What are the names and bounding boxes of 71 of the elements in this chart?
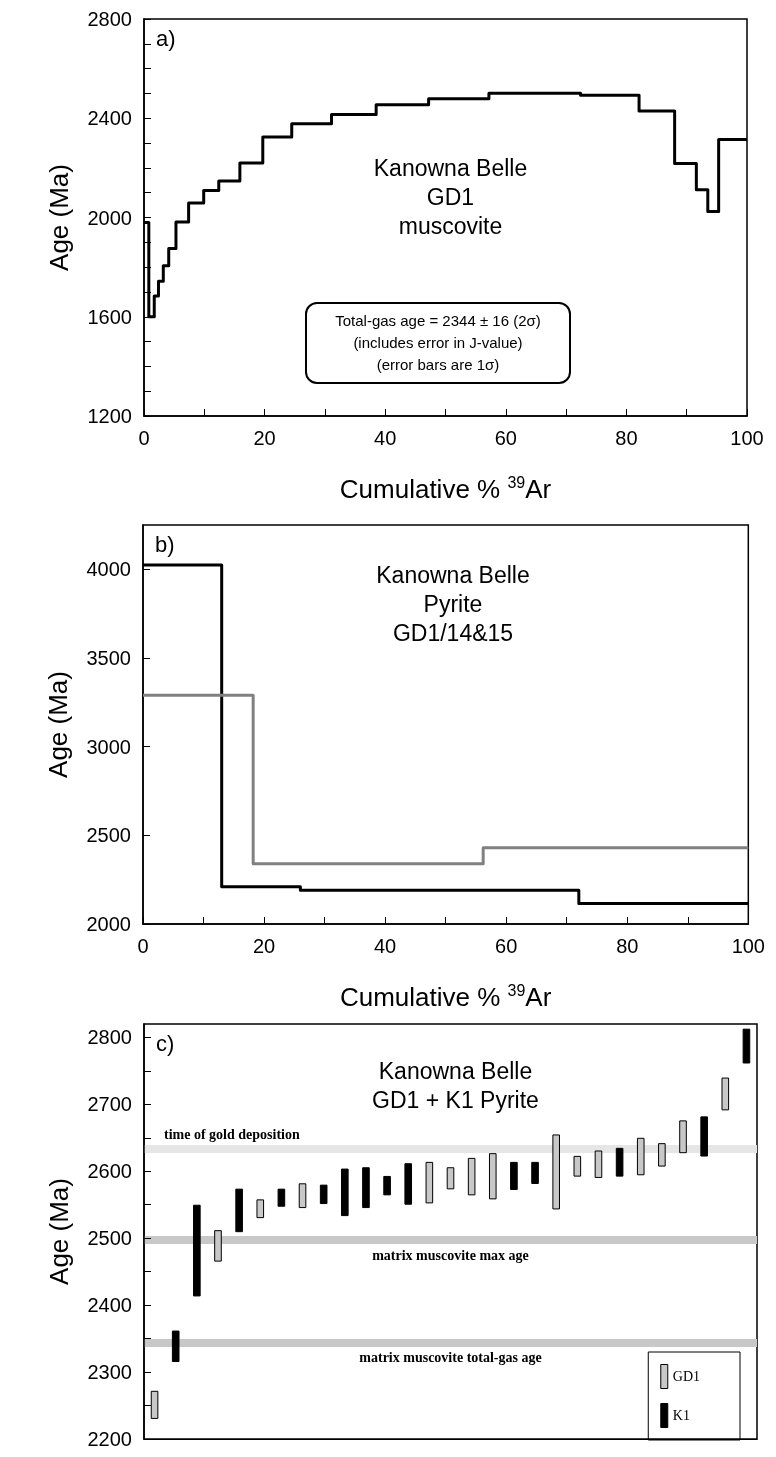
bar: [679, 1120, 687, 1154]
y-tick-label: 2400: [87, 1294, 132, 1317]
y-axis-title: Age (Ma): [44, 1178, 74, 1285]
x-tick-label: 100: [730, 427, 764, 449]
bar: [700, 1116, 708, 1157]
bar: [573, 1155, 582, 1177]
bar: [636, 1137, 645, 1176]
legend-label: K1: [672, 1408, 690, 1423]
bar: [256, 1199, 265, 1219]
bar: [277, 1188, 286, 1207]
x-tick-label: 80: [615, 427, 638, 449]
text: Kanowna Belle Pyrite GD1/14&15: [376, 561, 530, 646]
annotation: b): [155, 531, 175, 557]
y-tick-label: 1200: [87, 405, 132, 427]
y-tick-label: 3000: [86, 735, 131, 758]
ref-line-label: matrix muscovite total-gas age: [359, 1350, 542, 1366]
y-axis-title: Age (Ma): [43, 671, 73, 778]
text: Kanowna Belle GD1 + K1 Pyrite: [372, 1057, 539, 1113]
text: Kanowna Belle GD1 muscovite: [373, 154, 528, 239]
bar: [615, 1147, 624, 1177]
y-tick-label: 2400: [87, 107, 132, 130]
bar: [721, 1077, 730, 1111]
ref-line-label: time of gold deposition: [164, 1126, 300, 1142]
x-tick-label: 60: [495, 935, 518, 957]
x-tick-label: 80: [616, 935, 639, 957]
annotation: c): [156, 1030, 175, 1056]
bar: [235, 1188, 243, 1233]
y-tick-label: 2500: [87, 1227, 132, 1250]
x-tick-label: 20: [253, 427, 276, 449]
bar: [298, 1183, 307, 1209]
bar: [594, 1150, 603, 1178]
y-tick-label: 2200: [87, 1428, 132, 1450]
bar: [193, 1204, 201, 1297]
x-tick-label: 40: [374, 427, 397, 449]
y-tick-label: 2800: [87, 1026, 132, 1049]
y-tick-label: 3500: [86, 647, 131, 669]
bar: [552, 1134, 560, 1210]
bar: [446, 1167, 455, 1190]
bar: [404, 1163, 413, 1205]
bar: [425, 1161, 434, 1204]
bar: [383, 1175, 391, 1196]
bar: [658, 1143, 666, 1167]
y-tick-label: 4000: [86, 558, 131, 581]
y-tick-label: 1600: [87, 305, 132, 328]
x-tick-label: 0: [137, 935, 149, 957]
x-tick-label: 0: [138, 427, 150, 449]
bar: [467, 1157, 476, 1196]
note-box: Total-gas age = 2344 ± 16 (2σ) (includes error in J-value) (error bars are 1σ): [305, 302, 571, 384]
y-tick-label: 2800: [87, 8, 132, 30]
y-tick-label: 2000: [87, 206, 132, 229]
y-tick-label: 2300: [87, 1361, 132, 1384]
x-tick-label: 100: [731, 935, 765, 957]
ref-line-label: matrix muscovite max age: [372, 1247, 529, 1263]
y-tick-label: 2000: [86, 913, 131, 935]
bar: [742, 1028, 751, 1064]
x-tick-label: 20: [252, 935, 276, 957]
annotation: a): [156, 25, 176, 51]
y-tick-label: 2600: [87, 1160, 132, 1183]
y-tick-label: 2500: [86, 824, 131, 847]
bar: [341, 1168, 349, 1217]
bar: [171, 1330, 180, 1363]
y-axis-title: Age (Ma): [44, 164, 74, 271]
bar: [531, 1161, 539, 1184]
bar: [488, 1153, 497, 1200]
y-tick-label: 2700: [87, 1093, 132, 1116]
bar: [362, 1167, 370, 1209]
x-tick-label: 60: [494, 427, 517, 449]
bar: [319, 1184, 328, 1205]
x-tick-label: 40: [374, 935, 397, 957]
legend-label: GD1: [672, 1369, 701, 1384]
bar: [510, 1161, 518, 1190]
